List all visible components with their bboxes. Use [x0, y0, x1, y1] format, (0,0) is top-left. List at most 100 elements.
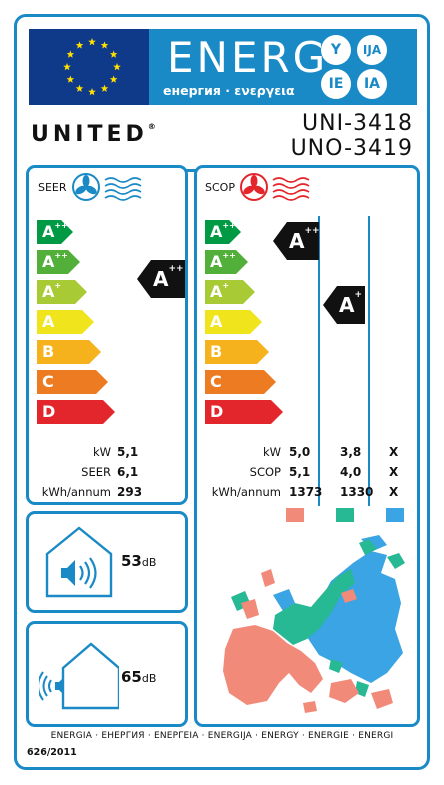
heat-row-value: X — [389, 445, 399, 459]
europe-climate-map — [223, 535, 405, 713]
heat-row-value: 1330 — [340, 485, 374, 499]
heating-class-letter: C — [210, 372, 222, 391]
heat-row-label: SCOP — [249, 465, 281, 479]
heating-class-letter: A — [210, 312, 223, 331]
eu-star-icon — [113, 63, 121, 71]
zone-divider-2 — [368, 216, 370, 506]
indoor-noise-value: 53 — [121, 552, 142, 570]
cooling-class-letter: A — [42, 312, 55, 331]
heating-class-bar: A+++ — [205, 220, 241, 244]
eu-flag — [29, 29, 155, 105]
model-outdoor: UNO-3419 — [290, 136, 413, 161]
footer-languages: ENERGIA · ЕНЕРГИЯ · ΕΝΕΡΓΕΙΑ · ENERGIJA … — [50, 731, 394, 741]
heat-row-label: kWh/annum — [211, 485, 281, 499]
cooling-class-bar: A+++ — [37, 220, 73, 244]
outdoor-noise-value: 65 — [121, 668, 142, 686]
seer-title: SEER — [38, 181, 67, 194]
eu-star-icon — [88, 38, 96, 46]
energy-banner: ENERG енергия · ενεργεια Y IJA IE IA — [149, 29, 417, 105]
outdoor-noise-readout: 65dB — [121, 668, 156, 686]
heating-class-sup: + — [222, 281, 230, 290]
eu-star-icon — [88, 88, 96, 96]
heating-class-bar: A — [205, 310, 262, 334]
cooling-fan-icon — [72, 173, 142, 201]
heat-row-value: 5,1 — [289, 465, 311, 479]
heating-class-letter: B — [210, 342, 223, 361]
eu-star-icon — [100, 41, 109, 49]
eu-star-icon — [63, 63, 71, 71]
model-indoor: UNI-3418 — [302, 111, 413, 136]
eu-stars-icon — [63, 38, 121, 96]
cooling-class-bar: A++ — [37, 250, 80, 274]
eu-star-icon — [109, 50, 118, 58]
cool-kw-label: kW — [92, 445, 111, 459]
heat-row-value: X — [389, 465, 399, 479]
heating-class-letter: D — [210, 402, 224, 421]
lang-code-ie: IE — [321, 69, 351, 99]
cool-seer-value: 6,1 — [117, 465, 139, 479]
cool-kw-value: 5,1 — [117, 445, 139, 459]
zone-divider-1 — [318, 216, 320, 506]
heating-class-letter: A — [210, 282, 223, 301]
eu-star-icon — [109, 75, 118, 83]
eu-star-icon — [66, 75, 75, 83]
cooling-class-bar: A — [37, 310, 94, 334]
cooling-class-bar: C — [37, 370, 108, 394]
cooling-class-letter: A — [42, 282, 55, 301]
heating-warm-sup: +++ — [304, 226, 328, 236]
lang-code-ia: IA — [357, 69, 387, 99]
heating-class-letter: A — [210, 222, 223, 241]
cool-kwh-label: kWh/annum — [41, 485, 111, 499]
heating-average-letter: A — [339, 293, 355, 317]
heating-rating-average: A+ — [323, 286, 365, 324]
energy-subtitle: енергия · ενεργεια — [163, 83, 295, 98]
heating-warm-letter: A — [289, 229, 305, 253]
heating-fan-icon — [240, 173, 310, 201]
heating-panel: SCOP A+++ A++ A+ A B C D A+++ A+ kW 5,0 3,8 X SCOP… — [194, 165, 420, 727]
cool-seer-label: SEER — [81, 465, 111, 479]
outdoor-noise-unit: dB — [141, 672, 157, 685]
cooling-class-bar: A+ — [37, 280, 87, 304]
eu-star-icon — [100, 84, 109, 92]
cooling-rating-letter: A — [153, 267, 169, 291]
heating-class-letter: A — [210, 252, 223, 271]
heat-row-value: 1373 — [289, 485, 323, 499]
heat-row-value: 5,0 — [289, 445, 311, 459]
cooling-class-sup: +++ — [54, 221, 75, 230]
eu-star-icon — [75, 41, 84, 49]
heat-row-value: X — [389, 485, 399, 499]
energy-word: ENERG — [167, 33, 329, 82]
heating-rating-warm: A+++ — [273, 222, 319, 260]
eu-star-icon — [75, 84, 84, 92]
heating-class-bar: C — [205, 370, 276, 394]
zone-swatch-average — [336, 508, 354, 522]
cool-kwh-value: 293 — [117, 485, 143, 499]
cooling-class-bar: D — [37, 400, 115, 424]
outdoor-speaker-house-icon — [39, 642, 119, 710]
cooling-class-letter: C — [42, 372, 54, 391]
indoor-noise-readout: 53dB — [121, 552, 156, 570]
heat-row-value: 3,8 — [340, 445, 362, 459]
indoor-noise-unit: dB — [141, 556, 157, 569]
brand-text: UNITED — [31, 122, 148, 147]
zone-swatch-cold — [386, 508, 404, 522]
energy-label: ENERG енергия · ενεργεια Y IJA IE IA UNI… — [14, 14, 430, 770]
scop-title: SCOP — [205, 181, 235, 194]
indoor-speaker-house-icon — [45, 526, 113, 598]
cooling-class-letter: A — [42, 252, 55, 271]
cooling-class-sup: ++ — [54, 251, 68, 260]
regulation-number: 626/2011 — [27, 747, 77, 758]
cooling-rating-sup: ++ — [168, 264, 184, 274]
heating-class-bar: A++ — [205, 250, 248, 274]
heating-class-bar: B — [205, 340, 269, 364]
indoor-noise-panel: 53dB — [26, 511, 188, 613]
lang-code-ija: IJA — [357, 35, 387, 65]
brand-name: UNITED® — [31, 122, 156, 147]
eu-star-icon — [66, 50, 75, 58]
lang-code-y: Y — [321, 35, 351, 65]
registered-mark: ® — [147, 122, 156, 131]
cooling-class-letter: B — [42, 342, 55, 361]
heat-row-value: 4,0 — [340, 465, 362, 479]
heat-row-label: kW — [262, 445, 281, 459]
heating-class-bar: A+ — [205, 280, 255, 304]
